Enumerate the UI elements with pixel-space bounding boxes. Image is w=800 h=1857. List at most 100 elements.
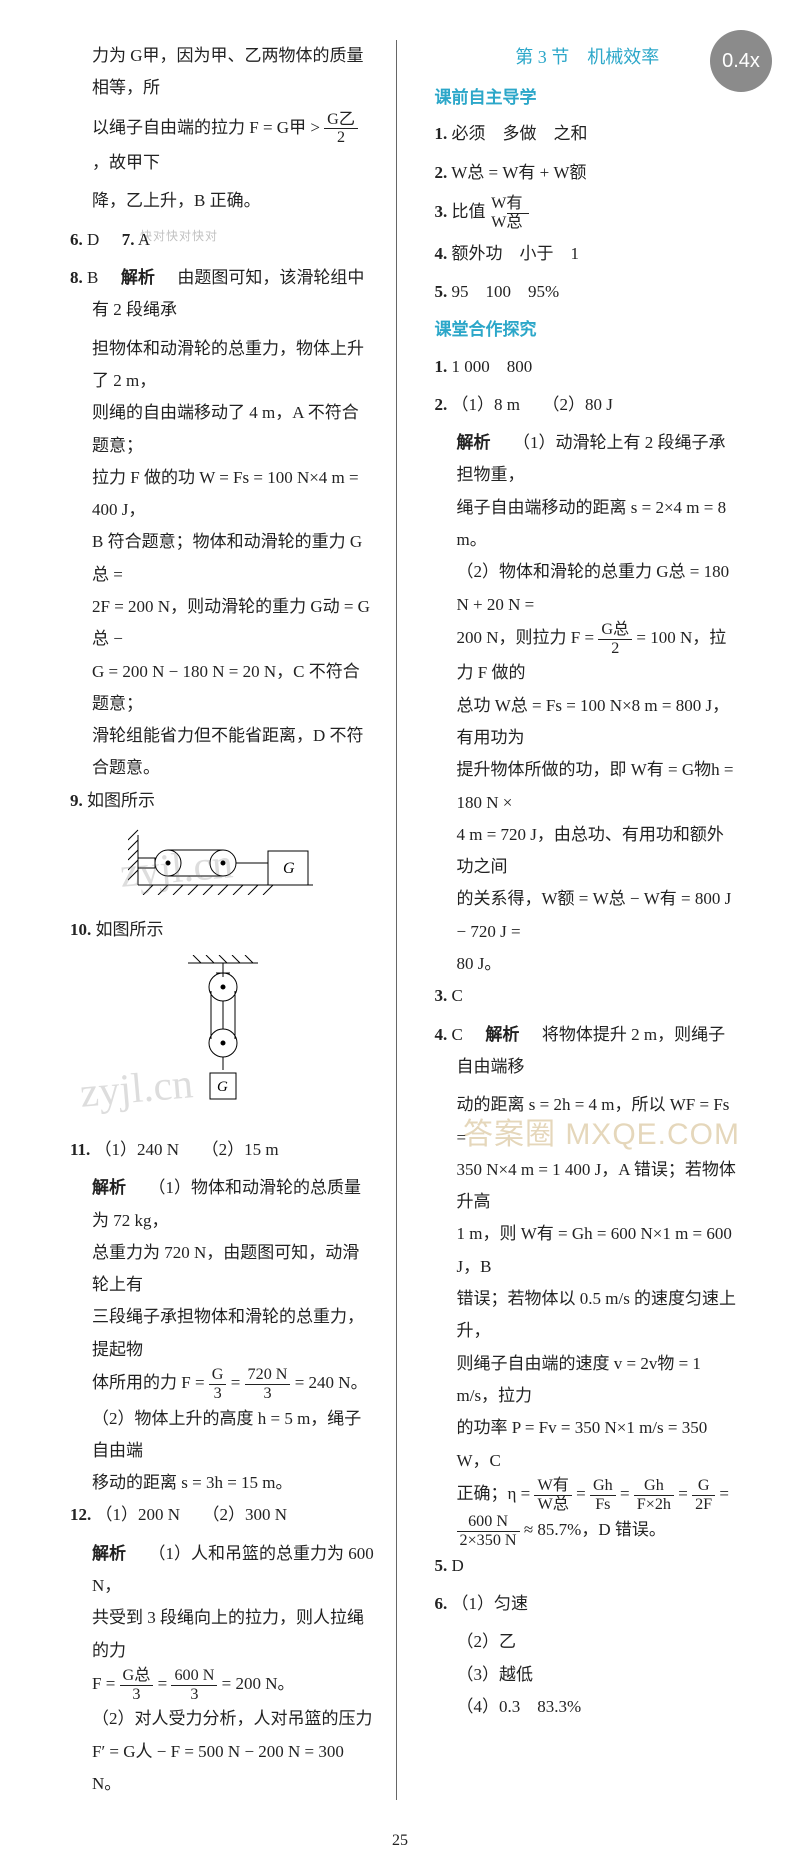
b3-t: C [452,986,463,1005]
b2-tag: 解析 [457,433,491,452]
frac-top: Gh [634,1477,674,1496]
q12-l3b: = [158,1674,172,1693]
q11-b: （2）15 m [202,1140,279,1159]
q11-l1: （1）物体和动滑轮的总质量为 72 kg， [92,1178,361,1229]
subhead-2: 课堂合作探究 [435,314,741,346]
b4-tag: 解析 [485,1025,519,1044]
q6-q7-row: 6. D 7. A [70,224,376,256]
q12-l3c: = 200 N。 [222,1674,295,1693]
q11-a: （1）240 N [95,1140,180,1159]
q12: 12. （1）200 N （2）300 N [70,1499,376,1531]
q8-l7: G = 200 N − 180 N = 20 N，C 不符合题意； [70,656,376,721]
page-content: 力为 G甲，因为甲、乙两物体的质量相等，所 以绳子自由端的拉力 F = G甲 >… [0,0,800,1820]
frac-top: Gh [590,1477,616,1496]
frac-bot: 2×350 N [457,1532,520,1550]
zoom-badge: 0.4x [710,30,772,92]
frac-bot: 3 [209,1385,227,1403]
left-column: 力为 G甲，因为甲、乙两物体的质量相等，所 以绳子自由端的拉力 F = G甲 >… [70,40,397,1800]
b4-l8a: 正确；η = [457,1484,535,1503]
watermark-zyjl-1: zyjl.cn [117,825,237,914]
frac-bot: 3 [245,1385,291,1403]
q11-l3: 三段绳子承担物体和滑轮的总重力，提起物 [70,1301,376,1366]
watermark-zyjl-2: zyjl.cn [77,1045,197,1134]
b2-l9: 80 J。 [435,948,741,980]
b4-l9: 600 N2×350 N ≈ 85.7%，D 错误。 [435,1513,741,1550]
frac-top: G [692,1477,715,1496]
b5-num: 5. [435,1556,448,1575]
b4-l8d: = [678,1484,692,1503]
q11-exp: 解析 （1）物体和动滑轮的总质量为 72 kg， [70,1172,376,1237]
b2-num: 2. [435,395,448,414]
b4-l5: 错误；若物体以 0.5 m/s 的速度匀速上升， [435,1283,741,1348]
b2-l6: 提升物体所做的功，即 W有 = G物h = 180 N × [435,754,741,819]
q12-b: （2）300 N [203,1505,288,1524]
q5-text-b: ，故甲下 [92,153,160,172]
q12-exp: 解析 （1）人和吊篮的总重力为 600 N， [70,1538,376,1603]
frac-bot: Fs [590,1496,616,1514]
b1-num: 1. [435,357,448,376]
right-column: 第 3 节 机械效率 课前自主导学 1. 必须 多做 之和 2. W总 = W有… [425,40,741,1800]
subhead-1: 课前自主导学 [435,82,741,114]
a2-num: 2. [435,163,448,182]
b2-l2: 绳子自由端移动的距离 s = 2×4 m = 8 m。 [435,492,741,557]
frac-bot: 3 [171,1686,217,1704]
a4-num: 4. [435,244,448,263]
frac-bot: 2 [324,129,358,147]
b2-l7: 4 m = 720 J，由总功、有用功和额外功之间 [435,819,741,884]
q12-l2: 共受到 3 段绳向上的拉力，则人拉绳的力 [70,1602,376,1667]
q11-num: 11. [70,1140,90,1159]
q8-l6: 2F = 200 N，则动滑轮的重力 G动 = G总 − [70,591,376,656]
b4-l3: 350 N×4 m = 1 400 J，A 错误；若物体升高 [435,1154,741,1219]
b4-num: 4. [435,1025,448,1044]
frac-top: W有 [534,1477,571,1496]
q11-l4a: 体所用的力 F = [92,1373,209,1392]
q8: 8. B 解析 由题图可知，该滑轮组中有 2 段绳承 [70,262,376,327]
q11-l6: 移动的距离 s = 3h = 15 m。 [70,1467,376,1499]
q8-l8: 滑轮组能省力但不能省距离，D 不符合题意。 [70,720,376,785]
frac-top: G总 [598,621,632,640]
q12-a: （1）200 N [96,1505,181,1524]
q11-l5: （2）物体上升的高度 h = 5 m，绳子自由端 [70,1403,376,1468]
frac-bot: F×2h [634,1496,674,1514]
q5-cont-3: 降，乙上升，B 正确。 [70,185,376,217]
watermark-mxqe: 答案圈 MXQE.COM [463,1106,740,1163]
b2-l4: 200 N，则拉力 F = G总2 = 100 N，拉力 F 做的 [435,621,741,690]
q10: 10. 如图所示 [70,914,376,946]
b4-l7: 的功率 P = Fv = 350 N×1 m/s = 350 W，C [435,1412,741,1477]
b6-3: （3）越低 [435,1659,741,1691]
q12-l4: （2）对人受力分析，人对吊篮的压力 [70,1703,376,1735]
frac-bot: 3 [120,1686,154,1704]
q5-frac: G乙 2 [324,111,358,148]
q12-l3: F = G总3 = 600 N3 = 200 N。 [70,1667,376,1704]
a2-t: W总 = W有 + W额 [451,163,586,182]
frac-top: W有 [507,195,529,214]
frac-bot: W总 [534,1496,571,1514]
b4-l8c: = [620,1484,634,1503]
b2-l8: 的关系得，W额 = W总 − W有 = 800 J − 720 J = [435,883,741,948]
frac-top: 600 N [171,1667,217,1686]
q10-num: 10. [70,920,91,939]
q5-text-a: 以绳子自由端的拉力 F = G甲 > [92,118,324,137]
q8-l5: B 符合题意；物体和动滑轮的重力 G总 = [70,526,376,591]
fig10-label: G [217,1079,228,1095]
b4-l8b: = [576,1484,590,1503]
q11-tag: 解析 [92,1178,126,1197]
q8-l3: 则绳的自由端移动了 4 m，A 不符合题意； [70,397,376,462]
frac-top: G [209,1366,227,1385]
b4-l8: 正确；η = W有W总 = GhFs = GhF×2h = G2F = [435,1477,741,1514]
q5-cont-2: 以绳子自由端的拉力 F = G甲 > G乙 2 ，故甲下 [70,111,376,180]
b4-l4: 1 m，则 W有 = Gh = 600 N×1 m = 600 J，B [435,1218,741,1283]
q8-l4: 拉力 F 做的功 W = Fs = 100 N×4 m = 400 J， [70,462,376,527]
q11-l4: 体所用的力 F = G3 = 720 N3 = 240 N。 [70,1366,376,1403]
frac-top: 600 N [457,1513,520,1532]
b1-t: 1 000 800 [452,357,533,376]
q12-l1: （1）人和吊篮的总重力为 600 N， [92,1544,374,1595]
b4-l6: 则绳子自由端的速度 v = 2v物 = 1 m/s，拉力 [435,1348,741,1413]
q8-ans: B [87,268,98,287]
b4-l9b: ≈ 85.7%，D 错误。 [524,1521,666,1540]
b6-2: （2）乙 [435,1626,741,1658]
q12-l5: F′ = G人 − F = 500 N − 200 N = 300 N。 [70,1736,376,1801]
b2-l1: （1）动滑轮上有 2 段绳子承担物重， [457,433,726,484]
q12-num: 12. [70,1505,91,1524]
q9-text: 如图所示 [87,791,155,810]
